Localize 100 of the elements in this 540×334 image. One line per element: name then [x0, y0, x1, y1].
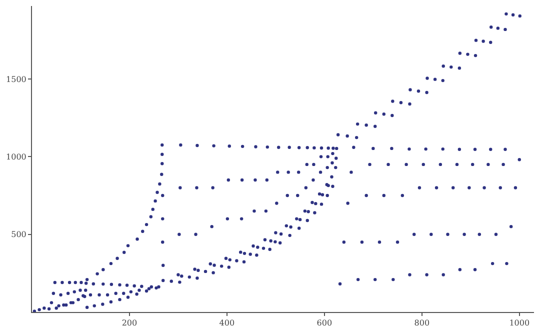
point [242, 260, 246, 264]
point [518, 158, 521, 162]
point [511, 13, 515, 16]
point [298, 218, 302, 222]
point [360, 240, 364, 244]
point [135, 292, 138, 296]
point [196, 268, 200, 272]
point [313, 211, 316, 214]
point [473, 148, 477, 151]
point [470, 162, 474, 166]
point [116, 256, 119, 260]
point [392, 278, 395, 282]
point [425, 273, 428, 276]
point [204, 270, 208, 274]
point [408, 147, 411, 151]
point [425, 90, 428, 94]
point [473, 268, 477, 272]
point [490, 262, 494, 266]
point [352, 146, 356, 149]
point [50, 301, 54, 304]
point [60, 280, 64, 284]
point [154, 199, 157, 203]
point [57, 304, 60, 308]
point [147, 287, 151, 290]
x-tick-label: 600 [316, 318, 332, 328]
point [482, 186, 486, 190]
point [38, 308, 41, 312]
point [160, 172, 164, 176]
point [494, 232, 498, 236]
point [136, 238, 139, 241]
point [326, 194, 329, 198]
point [338, 282, 342, 286]
point [390, 146, 394, 150]
point [346, 202, 350, 205]
point [66, 292, 70, 295]
point [262, 246, 266, 250]
point [438, 162, 442, 166]
point [178, 280, 182, 284]
point [416, 90, 420, 93]
y-tick-label: 1500 [6, 74, 26, 84]
point [212, 264, 216, 267]
point [498, 186, 502, 190]
point [268, 248, 272, 251]
point [54, 306, 58, 310]
point [462, 232, 466, 236]
point [141, 230, 144, 233]
point [505, 262, 508, 266]
point [59, 293, 62, 297]
point [235, 259, 238, 262]
point [441, 78, 444, 82]
point [289, 225, 292, 229]
point [458, 268, 462, 272]
point [157, 285, 160, 288]
point [255, 254, 258, 257]
point [242, 252, 246, 256]
point [122, 250, 126, 254]
point [474, 38, 478, 42]
point [102, 282, 105, 286]
point [156, 190, 159, 194]
point [151, 208, 154, 211]
point [279, 232, 283, 236]
point [504, 28, 507, 32]
point [478, 232, 482, 236]
point [356, 122, 360, 126]
point [518, 14, 522, 18]
point [382, 194, 386, 198]
point [149, 215, 153, 218]
point [354, 136, 358, 140]
point [458, 66, 462, 70]
point [132, 284, 136, 288]
point [452, 186, 455, 190]
point [320, 202, 324, 206]
point [418, 186, 422, 190]
point [426, 76, 429, 80]
point [391, 100, 394, 103]
point [125, 284, 129, 287]
point [269, 239, 272, 242]
point [422, 162, 425, 166]
point [434, 186, 438, 190]
point [62, 303, 66, 307]
point [372, 146, 375, 150]
point [490, 26, 493, 29]
point [504, 148, 507, 151]
point [92, 304, 96, 308]
point [126, 296, 130, 299]
point [496, 26, 500, 30]
point [76, 298, 80, 302]
point [390, 114, 394, 118]
point [122, 292, 126, 295]
point [306, 218, 309, 222]
point [53, 280, 57, 284]
point [274, 240, 277, 244]
point [408, 273, 412, 276]
point [364, 194, 368, 198]
point [297, 226, 301, 230]
point [400, 194, 404, 198]
point [102, 268, 105, 272]
point [162, 278, 165, 282]
point [220, 264, 224, 268]
point [92, 282, 96, 286]
